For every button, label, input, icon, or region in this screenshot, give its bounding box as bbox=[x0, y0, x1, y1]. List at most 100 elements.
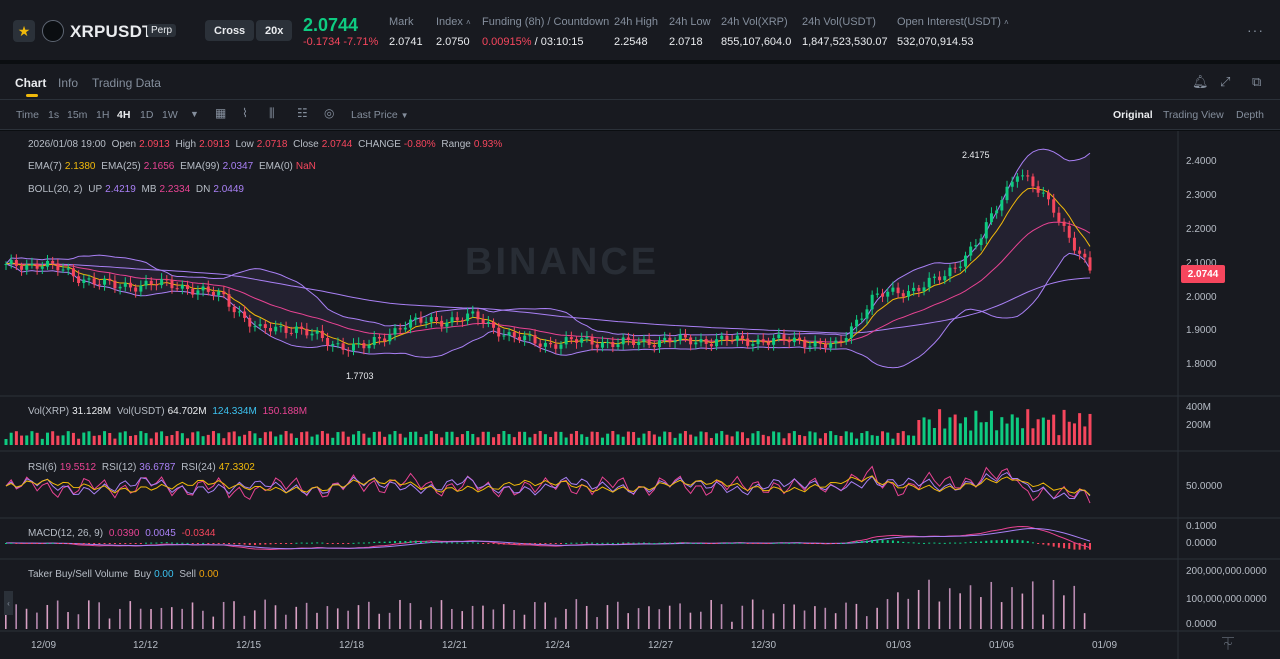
volume-bar bbox=[128, 435, 132, 445]
view-original[interactable]: Original bbox=[1113, 109, 1153, 121]
chart-type-icon[interactable]: ⫼ bbox=[269, 106, 275, 120]
calendar-icon[interactable]: ▦ bbox=[215, 106, 227, 120]
candle-body bbox=[9, 260, 13, 264]
candle-body bbox=[829, 343, 833, 348]
star-icon[interactable]: ★ bbox=[13, 20, 35, 42]
candle-body bbox=[82, 279, 86, 283]
volume-bar bbox=[51, 431, 55, 445]
low-annotation: 1.7703 bbox=[346, 371, 374, 381]
volume-bar bbox=[782, 438, 786, 445]
scroll-to-end-icon[interactable]: ⏇ bbox=[1222, 637, 1235, 651]
taker-volume-bar bbox=[482, 605, 484, 629]
candle-body bbox=[175, 288, 179, 290]
candle-body bbox=[678, 334, 682, 341]
volume-bar bbox=[45, 432, 49, 445]
margin-mode-button[interactable]: Cross bbox=[205, 20, 255, 41]
macd-histogram-bar bbox=[279, 543, 282, 544]
macd-histogram-bar bbox=[1037, 543, 1040, 544]
macd-histogram-bar bbox=[202, 542, 205, 544]
taker-volume-bar bbox=[326, 606, 329, 629]
volume-bar bbox=[704, 432, 708, 445]
volume-bar bbox=[860, 433, 864, 445]
macd-histogram-bar bbox=[404, 541, 407, 543]
macd-histogram-bar bbox=[108, 543, 111, 544]
candle-body bbox=[979, 238, 983, 246]
view-depth[interactable]: Depth bbox=[1236, 109, 1265, 121]
volume-bar bbox=[362, 433, 366, 445]
candle-body bbox=[1062, 221, 1066, 226]
stat-value: 855,107,604.0 bbox=[721, 36, 792, 48]
candle-body bbox=[77, 276, 81, 283]
expand-icon[interactable]: ⤢ bbox=[1220, 74, 1231, 89]
macd-histogram-bar bbox=[368, 542, 371, 544]
timeframe-1w[interactable]: 1W bbox=[162, 109, 178, 121]
volume-bar bbox=[315, 434, 319, 445]
collapse-panel-handle[interactable]: ‹ bbox=[4, 591, 13, 615]
candle-body bbox=[1083, 253, 1087, 258]
timeframe-15m[interactable]: 15m bbox=[67, 109, 88, 121]
more-horizontal-icon[interactable]: ··· bbox=[1247, 22, 1264, 38]
candle-body bbox=[331, 344, 335, 346]
volume-bar bbox=[403, 437, 407, 445]
timeframe-1h[interactable]: 1H bbox=[96, 109, 110, 121]
taker-volume-bar bbox=[440, 600, 443, 629]
bell-icon[interactable]: 🔔︎ bbox=[1192, 74, 1209, 89]
tab-chart[interactable]: Chart bbox=[15, 76, 47, 90]
target-icon[interactable]: ◎ bbox=[324, 106, 335, 120]
volume-bar bbox=[144, 433, 148, 445]
candle-body bbox=[808, 346, 812, 348]
candle-body bbox=[118, 286, 122, 289]
chart-area[interactable]: BINANCE 2026/01/08 19:00 Open 2.0913 High… bbox=[0, 131, 1280, 659]
tab-trading-data[interactable]: Trading Data bbox=[92, 76, 161, 90]
taker-volume-bar bbox=[409, 603, 412, 629]
price-source-dropdown[interactable]: Last Price ▼ bbox=[351, 109, 409, 121]
candle-body bbox=[1047, 192, 1051, 200]
macd-histogram-bar bbox=[1083, 543, 1086, 550]
volume-axis-tick: 200M bbox=[1186, 420, 1212, 431]
candle-body bbox=[632, 339, 636, 345]
leverage-button[interactable]: 20x bbox=[256, 20, 293, 41]
volume-bar bbox=[66, 431, 70, 445]
macd-histogram-bar bbox=[746, 543, 749, 544]
tab-bar: Chart Info Trading Data 🔔︎ ⤢ ⧉ bbox=[0, 64, 1280, 100]
symbol-name[interactable]: XRPUSDT bbox=[70, 22, 153, 41]
timeframe-dropdown-icon[interactable]: ▼ bbox=[190, 109, 199, 119]
macd-histogram-bar bbox=[191, 543, 194, 544]
view-trading-view[interactable]: Trading View bbox=[1163, 109, 1224, 121]
candle-body bbox=[320, 330, 324, 339]
candle-body bbox=[912, 287, 916, 292]
macd-histogram-bar bbox=[757, 543, 760, 544]
volume-legend: Vol(XRP) 31.128M Vol(USDT) 64.702M 124.334… bbox=[28, 406, 308, 417]
popout-icon[interactable]: ⧉ bbox=[1252, 74, 1262, 89]
indicators-icon[interactable]: ⌇ bbox=[242, 106, 248, 120]
candle-body bbox=[414, 317, 418, 320]
macd-histogram-bar bbox=[399, 541, 402, 543]
tab-info[interactable]: Info bbox=[58, 76, 79, 90]
volume-bar bbox=[289, 433, 293, 445]
candle-body bbox=[766, 342, 770, 345]
timeframe-1d[interactable]: 1D bbox=[140, 109, 154, 121]
candle-body bbox=[87, 278, 91, 280]
macd-histogram-bar bbox=[559, 543, 562, 544]
candle-body bbox=[191, 289, 195, 295]
macd-axis-tick: 0.0000 bbox=[1186, 538, 1217, 549]
macd-histogram-bar bbox=[461, 542, 464, 544]
candle-body bbox=[704, 339, 708, 344]
stat-value: 2.0718 bbox=[669, 36, 703, 48]
taker-volume-bar bbox=[648, 606, 650, 629]
volume-bar bbox=[460, 434, 464, 445]
candle-body bbox=[642, 339, 646, 342]
chart-canvas[interactable] bbox=[0, 131, 1280, 659]
timeframe-4h[interactable]: 4H bbox=[117, 109, 131, 121]
timeframe-1s[interactable]: 1s bbox=[48, 109, 60, 121]
macd-histogram-bar bbox=[497, 543, 500, 545]
candle-body bbox=[326, 338, 330, 346]
candle-body bbox=[761, 339, 765, 343]
volume-bar bbox=[642, 433, 646, 445]
candle-body bbox=[725, 335, 729, 341]
volume-bar bbox=[466, 431, 470, 445]
time-label: Time bbox=[16, 109, 39, 121]
volume-bar bbox=[922, 417, 926, 445]
settings-icon[interactable]: ☷ bbox=[297, 106, 308, 120]
taker-volume-bar bbox=[876, 607, 878, 629]
